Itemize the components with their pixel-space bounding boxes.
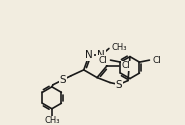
Text: Cl: Cl bbox=[99, 56, 107, 65]
Text: S: S bbox=[116, 80, 122, 90]
Text: S: S bbox=[60, 75, 66, 85]
Text: N: N bbox=[97, 50, 105, 60]
Text: Cl: Cl bbox=[122, 61, 131, 70]
Text: N: N bbox=[85, 50, 93, 60]
Text: CH₃: CH₃ bbox=[112, 43, 127, 52]
Text: CH₃: CH₃ bbox=[44, 116, 60, 125]
Text: Cl: Cl bbox=[152, 56, 161, 65]
